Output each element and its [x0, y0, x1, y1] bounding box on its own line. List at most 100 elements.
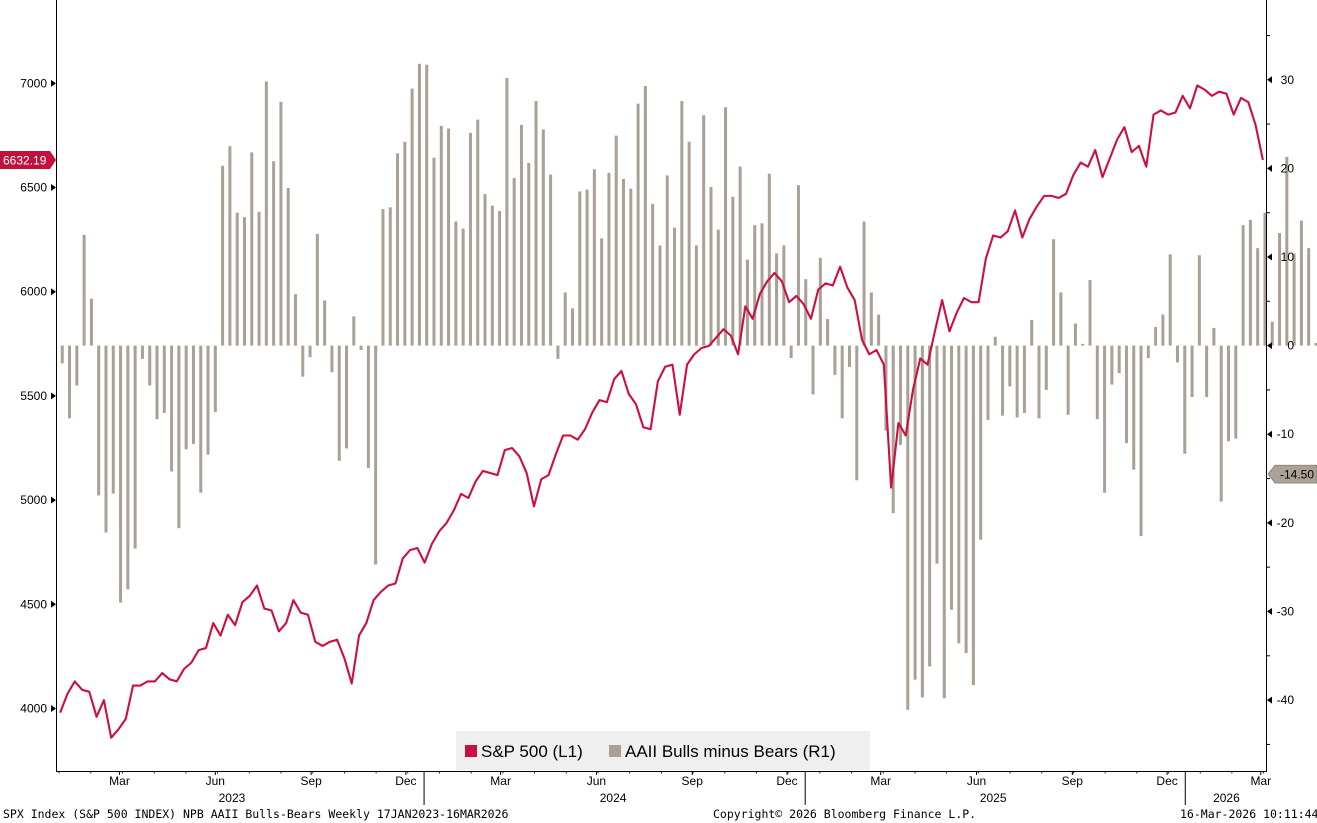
aaii-bar: [1205, 345, 1209, 398]
aaii-bar: [1292, 253, 1296, 346]
aaii-bar: [665, 175, 669, 346]
x-axis-month-label: Jun: [967, 774, 986, 788]
aaii-bar: [468, 132, 472, 346]
aaii-bar: [1314, 342, 1317, 346]
aaii-bar: [1132, 345, 1136, 470]
right-axis-tick-label: -30: [1277, 604, 1295, 618]
aaii-bar: [75, 345, 79, 386]
aaii-bar: [549, 174, 553, 346]
aaii-bar: [1059, 292, 1063, 346]
aaii-bar: [301, 345, 305, 377]
footer-copyright: Copyright© 2026 Bloomberg Finance L.P.: [713, 807, 977, 821]
aaii-bar: [1183, 345, 1187, 454]
aaii-bar: [1285, 156, 1289, 346]
aaii-bar: [257, 211, 261, 346]
right-axis-tick-mark: [1267, 164, 1272, 172]
x-axis-month-label: Sep: [1062, 774, 1084, 788]
aaii-bar: [242, 217, 246, 346]
aaii-bar: [1168, 254, 1172, 346]
legend-swatch-aaii: [609, 745, 621, 757]
aaii-bar: [1227, 345, 1231, 442]
aaii-bar: [928, 345, 932, 667]
aaii-bar: [709, 186, 713, 346]
aaii-bar: [439, 125, 443, 346]
aaii-bar: [760, 223, 764, 346]
aaii-bar: [1241, 225, 1245, 346]
aaii-bar: [454, 221, 458, 346]
legend-label-sp500: S&P 500 (L1): [481, 742, 583, 761]
aaii-bar: [228, 146, 232, 346]
left-axis-tick-label: 4500: [20, 597, 47, 611]
right-axis-tick-label: 10: [1281, 250, 1295, 264]
aaii-bar: [694, 245, 698, 346]
aaii-bar: [738, 166, 742, 346]
aaii-bar: [199, 345, 203, 493]
aaii-bar: [673, 227, 677, 346]
right-axis-tick-mark: [1267, 607, 1272, 615]
aaii-bar: [643, 85, 647, 346]
aaii-bar: [950, 345, 954, 610]
legend-box: [456, 731, 870, 770]
aaii-bar: [133, 345, 137, 549]
aaii-bar: [366, 345, 370, 468]
right-axis-tick-mark: [1267, 430, 1272, 438]
aaii-bar: [847, 345, 851, 367]
aaii-bar: [702, 115, 706, 346]
sp500-line: [59, 84, 1264, 739]
aaii-bar: [957, 345, 961, 644]
aaii-bar: [1044, 345, 1048, 390]
aaii-bar: [1022, 345, 1026, 413]
aaii-bar: [556, 345, 560, 359]
aaii-bar: [1175, 345, 1179, 363]
aaii-bar: [1154, 327, 1158, 346]
aaii-bar: [89, 298, 93, 346]
aaii-bar: [899, 345, 902, 445]
aaii-bar: [425, 64, 429, 346]
aaii-bar: [855, 345, 859, 481]
aaii-bar: [658, 245, 662, 346]
aaii-bar: [60, 345, 64, 364]
left-axis-tick-mark: [51, 496, 56, 504]
footer-timestamp: 16-Mar-2026 10:11:44: [1180, 807, 1317, 821]
aaii-bar: [607, 172, 611, 346]
aaii-bar: [1248, 219, 1252, 346]
aaii-bar: [1081, 343, 1085, 346]
aaii-bar: [716, 229, 720, 346]
aaii-bar: [97, 345, 101, 496]
aaii-bar: [82, 234, 86, 346]
aaii-bar: [767, 173, 771, 346]
aaii-bar: [1001, 345, 1005, 416]
aaii-bar: [1117, 345, 1121, 374]
aaii-bar: [104, 345, 108, 533]
aaii-bar: [206, 345, 210, 455]
aaii-bar: [490, 205, 494, 346]
aaii-bar: [498, 210, 502, 346]
aaii-bar: [126, 345, 130, 590]
aaii-bar: [432, 157, 436, 346]
aaii-bar: [578, 191, 582, 346]
aaii-bar: [527, 163, 531, 346]
aaii-bar: [1030, 319, 1034, 346]
aaii-bar: [1263, 212, 1267, 346]
aaii-bar: [1110, 345, 1114, 385]
aaii-bar: [286, 187, 290, 346]
aaii-bar: [1103, 345, 1107, 493]
aaii-bar: [986, 345, 990, 421]
x-axis-month-label: Mar: [870, 774, 891, 788]
left-axis-tick-mark: [51, 600, 56, 608]
aaii-bar: [337, 345, 341, 461]
sp500-last-value-tag: 6632.19: [0, 150, 56, 169]
aaii-bar: [1073, 323, 1077, 346]
aaii-bar: [1219, 345, 1223, 502]
aaii-bar: [804, 279, 808, 346]
aaii-bar: [1299, 220, 1303, 346]
aaii-bar: [913, 345, 917, 680]
legend: S&P 500 (L1) AAII Bulls minus Bears (R1): [456, 731, 870, 770]
aaii-bar: [869, 292, 873, 346]
aaii-last-value-box: [1267, 464, 1317, 484]
aaii-bar: [294, 294, 297, 346]
aaii-bar: [272, 161, 276, 346]
aaii-bar: [512, 178, 516, 346]
